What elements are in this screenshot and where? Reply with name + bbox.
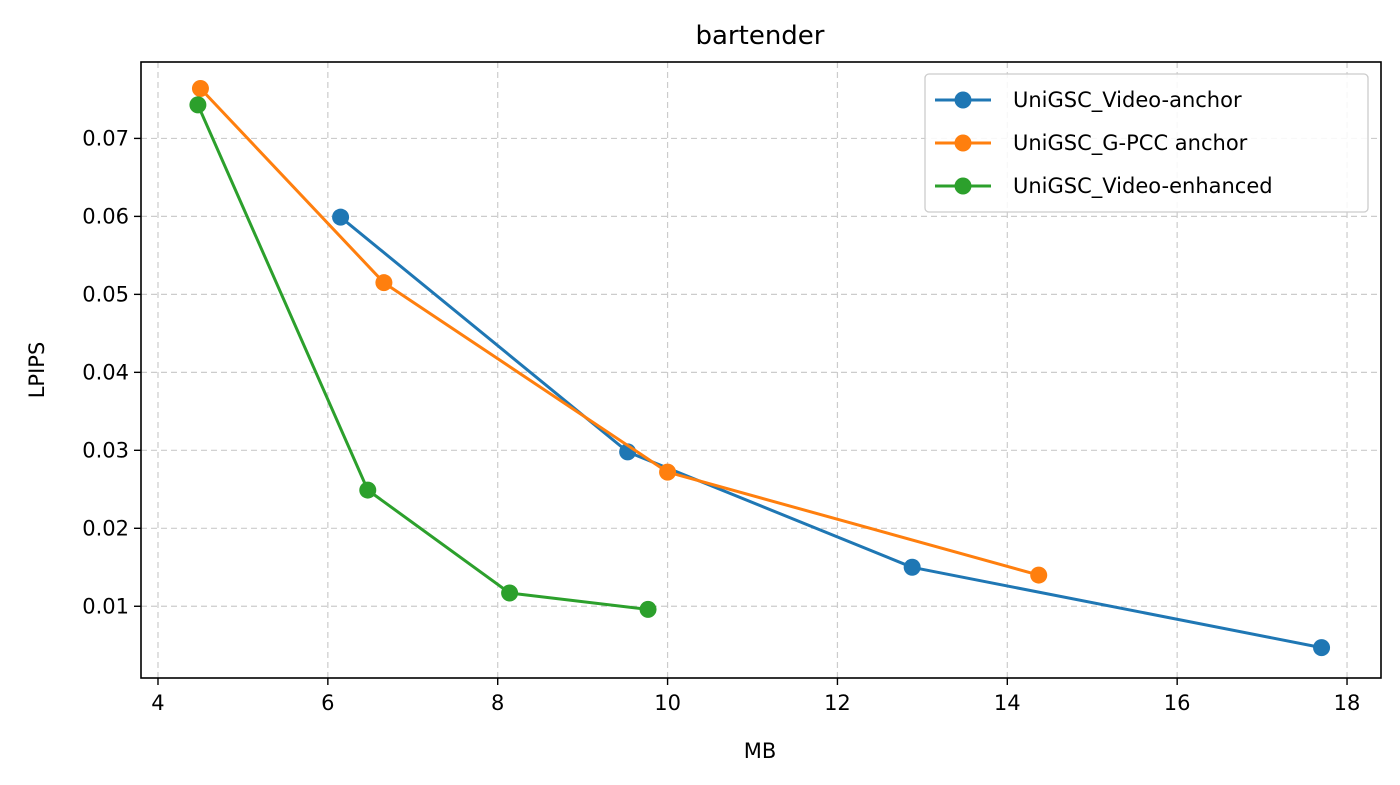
y-axis-ticks: 0.01 0.02 0.03 0.04 0.05 0.06 0.07	[82, 126, 141, 618]
series-1	[332, 208, 1331, 657]
x-tick-label: 6	[321, 691, 334, 715]
y-tick-label: 0.07	[82, 126, 129, 150]
data-point	[1030, 566, 1048, 584]
series-line	[339, 216, 1322, 650]
data-point	[903, 558, 921, 576]
y-tick-label: 0.05	[82, 282, 129, 306]
data-point	[1313, 639, 1331, 657]
x-tick-label: 4	[151, 691, 164, 715]
x-tick-label: 10	[654, 691, 681, 715]
chart-title: bartender	[696, 21, 825, 51]
data-point	[375, 274, 393, 292]
series-line	[199, 87, 1040, 577]
y-axis-label: LPIPS	[25, 342, 49, 399]
x-tick-label: 8	[491, 691, 504, 715]
plot-frame	[140, 61, 1382, 679]
plot-series	[189, 80, 1331, 657]
y-tick-label: 0.03	[82, 438, 129, 462]
data-point	[639, 600, 657, 618]
x-tick-label: 12	[824, 691, 851, 715]
legend-label: UniGSC_Video-anchor	[1013, 88, 1242, 113]
legend-entry: UniGSC_Video-anchor	[935, 88, 1242, 113]
legend-label: UniGSC_G-PCC anchor	[1013, 131, 1248, 156]
data-point	[659, 463, 677, 481]
y-tick-label: 0.04	[82, 360, 129, 384]
y-tick-label: 0.06	[82, 204, 129, 228]
x-tick-label: 14	[994, 691, 1021, 715]
data-point	[191, 80, 209, 98]
data-point	[189, 96, 207, 114]
legend-box	[924, 73, 1369, 213]
legend-marker	[954, 177, 972, 195]
series-3	[189, 96, 657, 618]
legend-entry: UniGSC_G-PCC anchor	[935, 131, 1248, 156]
y-tick-label: 0.01	[82, 594, 129, 618]
x-tick-label: 16	[1164, 691, 1191, 715]
data-point	[332, 208, 350, 226]
legend-entry: UniGSC_Video-enhanced	[935, 174, 1273, 199]
y-tick-label: 0.02	[82, 516, 129, 540]
x-axis-ticks: 4 6 8 10 12 14 16 18	[151, 678, 1360, 715]
x-axis-label: MB	[744, 739, 777, 763]
series-line	[196, 104, 649, 611]
x-tick-label: 18	[1334, 691, 1361, 715]
data-point	[501, 584, 519, 602]
series-2	[191, 80, 1048, 584]
legend-marker	[954, 134, 972, 152]
legend-label: UniGSC_Video-enhanced	[1013, 174, 1273, 199]
data-point	[359, 481, 377, 499]
legend: UniGSC_Video-anchor UniGSC_G-PCC anchor Un…	[924, 73, 1369, 213]
legend-marker	[954, 91, 972, 109]
